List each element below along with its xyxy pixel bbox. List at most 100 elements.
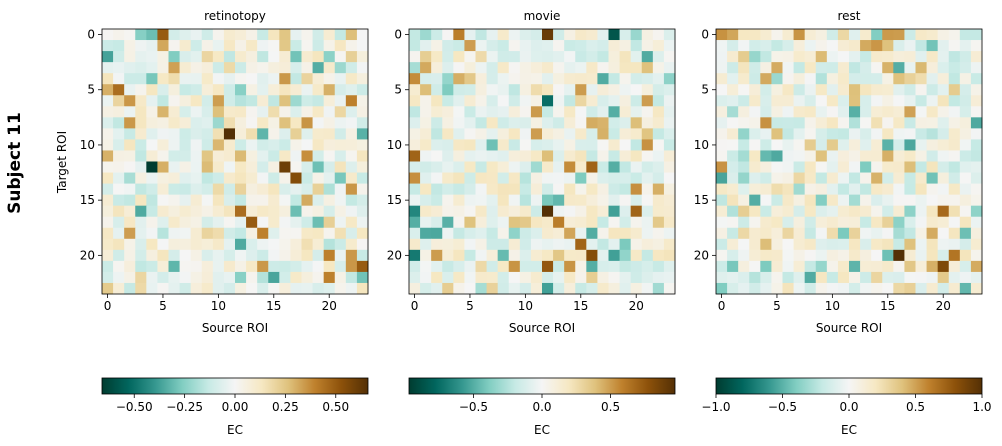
heatmap-cell	[475, 282, 487, 295]
heatmap-cell	[630, 84, 643, 96]
heatmap-cell	[323, 95, 336, 107]
heatmap-cell	[652, 150, 665, 162]
heatmap-cell	[530, 172, 543, 184]
heatmap-cell	[608, 216, 620, 229]
heatmap-cell	[257, 29, 269, 41]
heatmap-cell	[597, 271, 609, 284]
heatmap-cell	[663, 172, 676, 184]
heatmap-cell	[793, 29, 806, 41]
heatmap-cell	[904, 282, 916, 295]
x-tick-label: 15	[573, 299, 588, 313]
heatmap-cell	[860, 161, 872, 173]
heatmap-cell	[771, 95, 783, 107]
heatmap-cell	[926, 62, 939, 74]
heatmap-cell	[312, 249, 325, 262]
heatmap-cell	[486, 150, 499, 162]
heatmap-cell	[113, 271, 125, 284]
heatmap-cell	[530, 128, 543, 140]
heatmap-cell	[301, 84, 313, 96]
heatmap-cell	[223, 183, 236, 196]
heatmap-cell	[716, 40, 728, 52]
heatmap-cell	[564, 95, 576, 107]
heatmap-cell	[497, 51, 510, 63]
heatmap-cell	[804, 216, 817, 229]
heatmap-cell	[871, 73, 883, 85]
heatmap-cell	[948, 205, 961, 218]
heatmap-cell	[124, 238, 136, 251]
heatmap-cell	[464, 150, 476, 162]
heatmap-cell	[575, 128, 587, 140]
heatmap-cell	[497, 117, 510, 129]
heatmap-cell	[597, 282, 609, 295]
panel-title: retinotopy	[204, 9, 266, 23]
heatmap-cell	[837, 40, 850, 52]
heatmap-cell	[663, 249, 676, 262]
heatmap-cell	[223, 216, 236, 229]
heatmap-cell	[464, 29, 476, 41]
heatmap-cell	[475, 128, 487, 140]
heatmap-cell	[268, 139, 280, 151]
heatmap-cell	[630, 249, 643, 262]
heatmap-cell	[442, 29, 454, 41]
heatmap-cell	[826, 128, 839, 140]
heatmap-cell	[586, 117, 598, 129]
heatmap-cell	[453, 161, 465, 173]
heatmap-cell	[530, 260, 543, 273]
heatmap-cell	[882, 84, 894, 96]
heatmap-cell	[970, 62, 983, 74]
heatmap-cell	[497, 194, 510, 207]
heatmap-cell	[937, 227, 950, 240]
heatmap-cell	[915, 161, 927, 173]
heatmap-cell	[959, 95, 972, 107]
heatmap-cell	[530, 216, 543, 229]
heatmap-cell	[893, 62, 905, 74]
heatmap-cell	[345, 106, 358, 118]
heatmap-cell	[727, 84, 739, 96]
heatmap-cell	[575, 271, 587, 284]
y-tick-label: 20	[80, 248, 95, 262]
heatmap-cell	[937, 282, 950, 295]
heatmap-cell	[290, 227, 302, 240]
heatmap-cell	[586, 172, 598, 184]
heatmap-cell	[290, 183, 302, 196]
heatmap-cell	[246, 29, 258, 41]
heatmap-cell	[893, 194, 905, 207]
heatmap-cell	[652, 216, 665, 229]
heatmap-cell	[442, 271, 454, 284]
heatmap-cell	[652, 29, 665, 41]
heatmap-cell	[290, 249, 302, 262]
heatmap-cell	[782, 161, 794, 173]
heatmap-cell	[727, 183, 739, 196]
heatmap-cell	[301, 282, 313, 295]
heatmap-cell	[530, 139, 543, 151]
heatmap-cell	[102, 227, 114, 240]
heatmap-cell	[257, 205, 269, 218]
heatmap-cell	[508, 106, 521, 118]
heatmap-cell	[937, 260, 950, 273]
heatmap-cell	[497, 216, 510, 229]
heatmap-cell	[212, 161, 225, 173]
heatmap-cell	[201, 29, 214, 41]
heatmap-cell	[235, 73, 247, 85]
heatmap-cell	[530, 40, 543, 52]
heatmap-cell	[815, 227, 828, 240]
heatmap-cell	[959, 172, 972, 184]
heatmap-cell	[826, 238, 839, 251]
heatmap-cell	[212, 128, 225, 140]
heatmap-cell	[475, 183, 487, 196]
heatmap-cell	[420, 62, 432, 74]
heatmap-cell	[926, 238, 939, 251]
heatmap-cell	[970, 194, 983, 207]
heatmap-cell	[212, 172, 225, 184]
heatmap-cell	[431, 216, 443, 229]
heatmap-cell	[608, 106, 620, 118]
heatmap-cell	[597, 194, 609, 207]
heatmap-cell	[727, 73, 739, 85]
heatmap-cell	[179, 29, 192, 41]
heatmap-cell	[926, 73, 939, 85]
heatmap-cell	[771, 29, 783, 41]
heatmap-cell	[760, 205, 772, 218]
heatmap-cell	[597, 139, 609, 151]
heatmap-cell	[279, 172, 291, 184]
